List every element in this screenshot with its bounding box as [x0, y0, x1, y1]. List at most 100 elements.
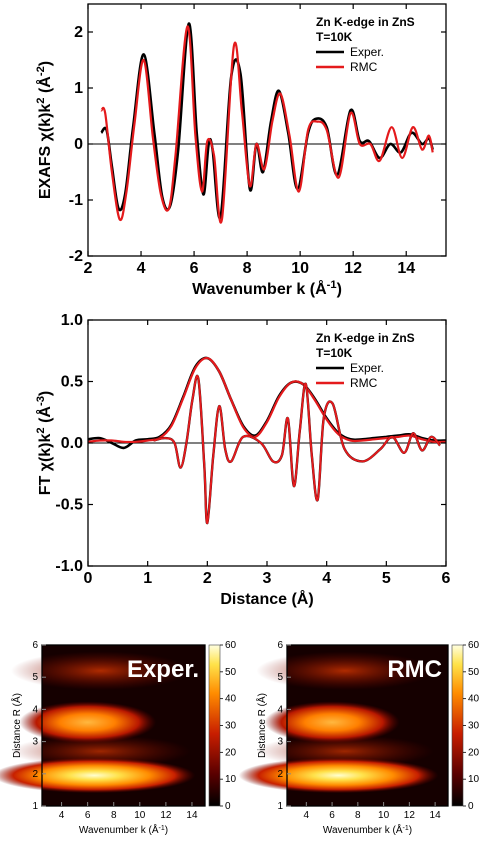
y-tick-label: 4: [32, 704, 38, 715]
x-tick-label: 8: [355, 810, 361, 821]
heatmap-band: [11, 651, 191, 691]
x-tick-label: 4: [59, 810, 65, 821]
x-axis-label: Wavenumber k (Å-1): [79, 823, 168, 836]
y-tick-label: 0: [74, 136, 83, 153]
x-axis-label: Wavenumber k (Å-1): [323, 823, 412, 836]
x-axis-label-sup: -1: [159, 825, 165, 832]
x-tick-label: 6: [190, 260, 199, 277]
x-tick-label: 5: [382, 570, 391, 587]
colorbar: [451, 644, 464, 807]
y-axis-label-tail: (Å: [35, 406, 54, 428]
x-axis-label-sup: -1: [403, 825, 409, 832]
plot-frame: [286, 644, 449, 807]
colorbar-tick-label: 20: [225, 747, 237, 758]
heatmap-peak: [264, 701, 400, 744]
heatmap-label: Exper.: [127, 656, 199, 683]
series-line-exper: [87, 356, 447, 450]
x-tick-label: 14: [397, 260, 415, 277]
x-tick-label: 0: [84, 570, 93, 587]
x-tick-label: 8: [243, 260, 252, 277]
y-tick-label: 1: [277, 801, 283, 812]
x-tick-label: 10: [378, 810, 390, 821]
x-tick-label: 14: [186, 810, 198, 821]
legend-label: RMC: [350, 60, 378, 74]
x-tick-label: 14: [430, 810, 442, 821]
x-axis-label: Wavenumber k (Å-1): [192, 279, 342, 298]
legend-title: Zn K-edge in ZnS: [316, 15, 415, 29]
y-axis-label-text: FT χ(k)k: [37, 433, 54, 495]
series-line-rmc: [87, 356, 447, 444]
y-tick-label: -1: [69, 192, 83, 209]
y-tick-label: 6: [32, 640, 38, 651]
y-tick-label: 2: [74, 24, 83, 41]
y-tick-label: 1.0: [61, 312, 83, 329]
y-tick-label: 5: [32, 672, 38, 683]
colorbar-tick-label: 0: [468, 801, 474, 812]
heatmap-peak: [19, 701, 157, 744]
heatmap-peak: [238, 757, 439, 794]
x-tick-label: 10: [291, 260, 309, 277]
legend-title: Zn K-edge in ZnS: [316, 331, 415, 345]
y-tick-label: 2: [277, 769, 283, 780]
y-axis-label-sup: 2: [35, 427, 47, 433]
x-axis-label-tail: ): [337, 281, 342, 298]
x-tick-label: 4: [137, 260, 146, 277]
legend-title: T=10K: [316, 30, 353, 44]
real-part-line-rmc: [153, 375, 441, 525]
colorbar-tick-label: 50: [468, 667, 480, 678]
y-axis-label-tail2: ): [37, 61, 54, 66]
x-tick-label: 1: [143, 570, 152, 587]
x-tick-label: 12: [404, 810, 416, 821]
colorbar-tick-label: 30: [225, 721, 237, 732]
y-axis-label: Distance R (Å): [255, 693, 268, 758]
ft-chart: 0 1 2 3 4 5 6 -1.0 -0.5 0.0 0.5 1.0 Distance (Å) FT χ…: [35, 312, 451, 608]
colorbar-tick-label: 50: [225, 667, 237, 678]
colorbar-tick-label: 40: [225, 694, 237, 705]
y-tick-label: 5: [277, 672, 283, 683]
y-tick-label: 6: [277, 640, 283, 651]
y-axis-label-sup2: -2: [35, 66, 47, 76]
y-axis-label: FT χ(k)k2 (Å-3): [35, 391, 54, 496]
x-tick-label: 8: [111, 810, 117, 821]
y-tick-label: 2: [32, 769, 38, 780]
y-tick-label: -1.0: [55, 558, 83, 575]
y-tick-label: 3: [32, 737, 38, 748]
y-axis-label-tail2: ): [37, 391, 54, 396]
legend-title: T=10K: [316, 346, 353, 360]
x-axis-label-text: Wavenumber k (Å: [79, 823, 159, 836]
real-part-line-exper: [153, 374, 441, 525]
y-tick-label: 0.5: [61, 374, 83, 391]
plot-frame: [41, 644, 206, 807]
x-axis-label-text: Distance (Å): [220, 589, 313, 608]
y-axis-label-text: EXAFS χ(k)k: [37, 104, 54, 200]
series-line-rmc: [100, 25, 434, 224]
legend-label: RMC: [350, 376, 378, 390]
colorbar-tick-label: 0: [225, 801, 231, 812]
y-tick-label: 1: [74, 80, 83, 97]
colorbar: [208, 644, 221, 807]
y-tick-label: 1: [32, 801, 38, 812]
x-tick-label: 6: [85, 810, 91, 821]
x-axis-label-text: Wavenumber k (Å: [192, 279, 327, 298]
colorbar-tick-label: 30: [468, 721, 480, 732]
x-tick-label: 12: [344, 260, 362, 277]
x-tick-label: 10: [134, 810, 146, 821]
x-axis-label-text: Wavenumber k (Å: [323, 823, 403, 836]
heatmap-band: [256, 651, 434, 691]
x-tick-label: 4: [322, 570, 331, 587]
x-tick-label: 6: [442, 570, 451, 587]
x-tick-label: 2: [203, 570, 212, 587]
x-axis-label-sup: -1: [327, 279, 337, 291]
y-tick-label: 0.0: [61, 435, 83, 452]
colorbar-tick-label: 10: [468, 774, 480, 785]
x-axis-label: Distance (Å): [220, 589, 313, 608]
x-tick-label: 6: [329, 810, 335, 821]
x-axis-label-tail: ): [409, 825, 412, 836]
x-tick-label: 12: [160, 810, 172, 821]
x-axis-label-tail: ): [165, 825, 168, 836]
x-tick-label: 3: [263, 570, 272, 587]
heatmap-peak: [0, 757, 196, 794]
